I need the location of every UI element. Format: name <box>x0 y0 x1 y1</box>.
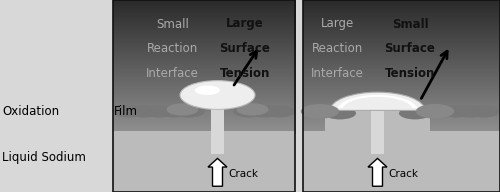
Text: Interface: Interface <box>146 67 199 80</box>
Circle shape <box>180 81 255 109</box>
Text: Large: Large <box>226 17 264 31</box>
Text: Large: Large <box>321 17 354 31</box>
Text: Tension: Tension <box>385 67 435 80</box>
Text: Small: Small <box>156 17 189 31</box>
Text: Oxidation: Oxidation <box>2 105 59 118</box>
Circle shape <box>112 105 144 118</box>
Bar <box>112 131 295 192</box>
Circle shape <box>440 105 472 118</box>
Circle shape <box>195 85 220 95</box>
Circle shape <box>302 105 334 118</box>
Circle shape <box>166 103 198 116</box>
FancyArrow shape <box>208 158 227 186</box>
Text: Crack: Crack <box>388 169 418 179</box>
Text: Interface: Interface <box>311 67 364 80</box>
Bar <box>371 110 384 154</box>
Circle shape <box>248 105 280 118</box>
Circle shape <box>172 105 204 118</box>
Circle shape <box>233 105 265 118</box>
FancyArrow shape <box>368 158 387 186</box>
Circle shape <box>416 104 454 119</box>
Circle shape <box>158 105 190 118</box>
Circle shape <box>301 104 339 119</box>
Circle shape <box>399 105 431 118</box>
Circle shape <box>263 105 295 118</box>
Circle shape <box>142 105 174 118</box>
Circle shape <box>324 107 356 119</box>
Wedge shape <box>338 95 417 108</box>
Bar <box>371 110 384 154</box>
Wedge shape <box>330 92 425 110</box>
Bar <box>302 131 500 192</box>
Text: Liquid Sodium: Liquid Sodium <box>2 151 86 164</box>
Circle shape <box>399 107 431 119</box>
Circle shape <box>236 103 268 116</box>
Text: Crack: Crack <box>228 169 258 179</box>
Text: Film: Film <box>114 105 138 118</box>
Bar <box>302 0 500 192</box>
Text: Reaction: Reaction <box>147 42 198 55</box>
Text: Small: Small <box>392 17 428 31</box>
Text: Surface: Surface <box>384 42 436 55</box>
Ellipse shape <box>330 101 425 120</box>
Bar <box>325 110 430 192</box>
Circle shape <box>454 105 486 118</box>
Circle shape <box>426 105 458 118</box>
Circle shape <box>330 105 362 118</box>
Text: Surface: Surface <box>220 42 270 55</box>
Text: Tension: Tension <box>220 67 270 80</box>
Circle shape <box>468 105 500 118</box>
Circle shape <box>128 105 160 118</box>
Circle shape <box>316 105 348 118</box>
Circle shape <box>413 105 445 118</box>
Text: Reaction: Reaction <box>312 42 363 55</box>
Bar <box>211 109 224 154</box>
Bar <box>112 0 295 192</box>
